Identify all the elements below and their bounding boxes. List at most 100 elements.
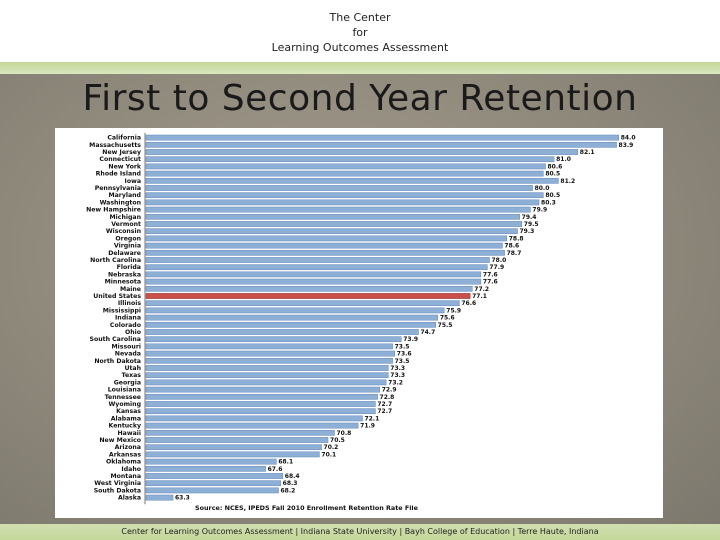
category-label: Rhode Island bbox=[96, 171, 141, 178]
value-label: 78.8 bbox=[509, 235, 524, 242]
value-label: 78.6 bbox=[504, 243, 519, 250]
value-label: 84.0 bbox=[621, 135, 636, 142]
category-label: Montana bbox=[110, 473, 141, 480]
value-label: 79.5 bbox=[524, 221, 539, 228]
value-label: 77.2 bbox=[474, 286, 489, 293]
category-label: Florida bbox=[117, 264, 141, 271]
value-label: 72.7 bbox=[377, 401, 392, 408]
bar bbox=[145, 350, 396, 357]
value-label: 73.6 bbox=[397, 351, 412, 358]
bar bbox=[145, 422, 359, 429]
value-label: 70.8 bbox=[336, 430, 351, 437]
header-line-1: The Center bbox=[329, 11, 391, 24]
value-label: 77.6 bbox=[483, 271, 498, 278]
category-label: Louisiana bbox=[108, 387, 141, 394]
value-label: 77.6 bbox=[483, 279, 498, 286]
category-label: Alaska bbox=[118, 495, 141, 502]
bar bbox=[145, 401, 376, 407]
category-label: Maryland bbox=[108, 192, 141, 199]
header-band bbox=[0, 62, 720, 74]
bar bbox=[145, 242, 503, 249]
value-label: 63.3 bbox=[175, 495, 190, 502]
bar bbox=[145, 235, 507, 242]
bar bbox=[145, 271, 482, 278]
value-label: 73.3 bbox=[390, 365, 405, 372]
category-label: North Dakota bbox=[94, 358, 141, 365]
bar bbox=[145, 372, 389, 379]
category-label: Wyoming bbox=[108, 401, 141, 408]
footer-band bbox=[0, 524, 720, 540]
value-label: 80.5 bbox=[545, 192, 560, 199]
value-label: 77.9 bbox=[489, 264, 504, 271]
category-label: Tennessee bbox=[105, 394, 141, 401]
category-label: Idaho bbox=[121, 466, 141, 473]
category-label: New Hampshire bbox=[86, 207, 141, 214]
category-label: Georgia bbox=[114, 379, 141, 386]
value-label: 78.7 bbox=[507, 250, 522, 257]
value-label: 79.3 bbox=[519, 228, 534, 235]
bar bbox=[145, 336, 402, 343]
header-line-3: Learning Outcomes Assessment bbox=[271, 41, 449, 54]
category-label: Iowa bbox=[125, 178, 141, 185]
category-label: Mississippi bbox=[103, 307, 141, 314]
category-label: Michigan bbox=[110, 214, 141, 221]
category-label: Delaware bbox=[108, 250, 141, 257]
value-label: 77.1 bbox=[472, 293, 487, 300]
bar bbox=[145, 444, 322, 451]
bar bbox=[145, 206, 531, 213]
bar bbox=[145, 228, 518, 235]
bar bbox=[145, 465, 266, 472]
category-label: Arkansas bbox=[109, 451, 141, 458]
category-label: Illinois bbox=[118, 300, 141, 307]
bar bbox=[145, 329, 419, 335]
category-label: Washington bbox=[100, 199, 141, 206]
value-label: 68.2 bbox=[280, 487, 295, 494]
bar bbox=[145, 458, 277, 465]
category-label: Nebraska bbox=[108, 271, 141, 278]
value-label: 72.7 bbox=[377, 408, 392, 415]
category-label: Massachusetts bbox=[89, 142, 141, 149]
value-label: 67.6 bbox=[268, 466, 283, 473]
value-label: 81.2 bbox=[560, 178, 575, 185]
bar bbox=[145, 264, 488, 271]
category-label: South Carolina bbox=[90, 336, 141, 343]
bar bbox=[145, 199, 540, 206]
category-label: New York bbox=[108, 163, 141, 170]
bar bbox=[145, 285, 473, 292]
value-label: 81.0 bbox=[556, 156, 571, 163]
category-label: Kansas bbox=[116, 408, 141, 415]
bar bbox=[145, 307, 445, 314]
bar bbox=[145, 357, 393, 364]
bar bbox=[145, 321, 436, 328]
value-label: 80.0 bbox=[535, 185, 550, 192]
value-label: 83.9 bbox=[619, 142, 634, 149]
bar bbox=[145, 221, 523, 227]
category-label: Alabama bbox=[111, 415, 141, 422]
value-label: 79.4 bbox=[522, 214, 537, 221]
bar bbox=[145, 429, 335, 436]
header-line-2: for bbox=[352, 26, 368, 39]
bar bbox=[145, 257, 490, 263]
value-label: 68.1 bbox=[278, 459, 293, 466]
category-label: Missouri bbox=[112, 343, 141, 350]
category-label: Maine bbox=[120, 286, 141, 293]
value-label: 73.5 bbox=[395, 358, 410, 365]
value-label: 73.3 bbox=[390, 372, 405, 379]
value-label: 80.6 bbox=[547, 163, 562, 170]
bar bbox=[145, 249, 505, 256]
value-label: 79.9 bbox=[532, 207, 547, 214]
bar bbox=[145, 480, 281, 487]
category-label: Colorado bbox=[110, 322, 141, 329]
category-label: Minnesota bbox=[105, 279, 141, 286]
chart-panel: California 84.0 Massachusetts 83.9 New Jerse… bbox=[55, 128, 663, 518]
value-label: 70.2 bbox=[324, 444, 339, 451]
category-label: South Dakota bbox=[94, 487, 141, 494]
bar bbox=[145, 314, 439, 321]
bar bbox=[145, 487, 279, 494]
category-label: Arizona bbox=[115, 444, 141, 451]
value-label: 73.5 bbox=[395, 343, 410, 350]
bar bbox=[145, 134, 619, 141]
bar bbox=[145, 386, 380, 393]
value-label: 80.3 bbox=[541, 199, 556, 206]
chart-source-note: Source: NCES, IPEDS Fall 2010 Enrollment… bbox=[195, 504, 419, 512]
